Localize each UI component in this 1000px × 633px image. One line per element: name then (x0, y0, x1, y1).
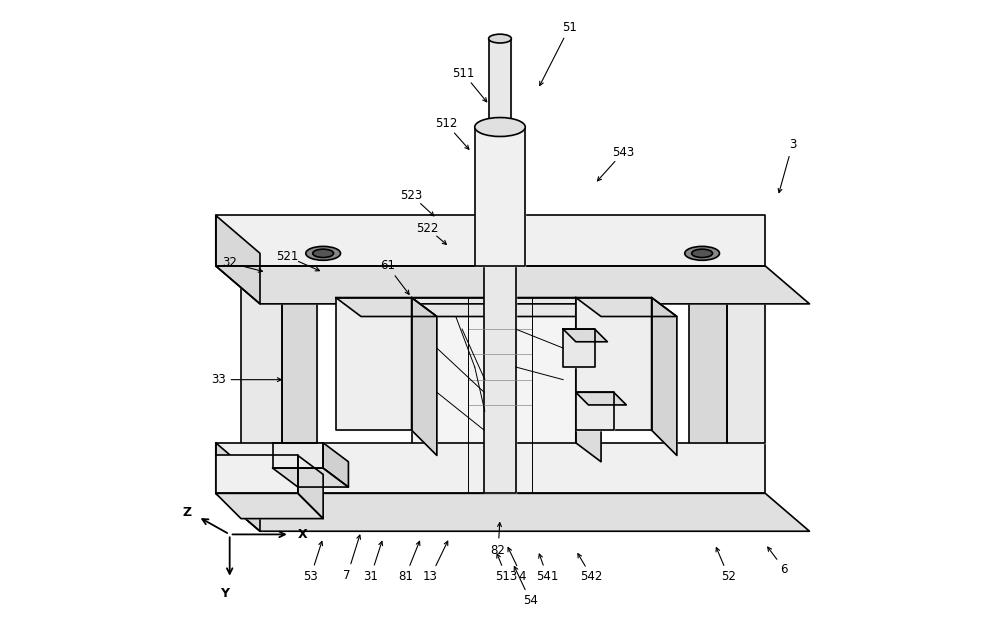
Text: 543: 543 (612, 146, 634, 159)
Ellipse shape (475, 118, 525, 137)
Text: 53: 53 (303, 570, 318, 583)
Ellipse shape (313, 249, 334, 258)
Polygon shape (563, 329, 607, 342)
Ellipse shape (306, 246, 341, 260)
Text: 3: 3 (789, 138, 796, 151)
Polygon shape (727, 266, 765, 443)
Text: Z: Z (183, 506, 192, 519)
Polygon shape (576, 392, 626, 405)
Polygon shape (216, 443, 765, 493)
Polygon shape (282, 266, 317, 443)
Polygon shape (689, 266, 727, 443)
Polygon shape (475, 127, 525, 266)
Polygon shape (216, 215, 260, 304)
Polygon shape (412, 298, 601, 316)
Text: 6: 6 (780, 563, 788, 575)
Polygon shape (576, 298, 677, 316)
Text: 33: 33 (212, 373, 226, 386)
Text: 512: 512 (435, 117, 458, 130)
Text: 541: 541 (536, 570, 559, 583)
Text: 31: 31 (363, 570, 378, 583)
Ellipse shape (692, 249, 713, 258)
Text: 523: 523 (400, 189, 423, 202)
Polygon shape (489, 39, 511, 127)
Polygon shape (652, 298, 677, 456)
Text: 82: 82 (491, 544, 506, 556)
Polygon shape (576, 298, 601, 461)
Polygon shape (241, 266, 282, 443)
Ellipse shape (489, 34, 511, 43)
Polygon shape (216, 456, 298, 493)
Text: 61: 61 (380, 260, 395, 272)
Polygon shape (273, 443, 323, 468)
Text: 542: 542 (580, 570, 603, 583)
Polygon shape (336, 298, 412, 430)
Polygon shape (273, 468, 348, 487)
Polygon shape (216, 493, 809, 531)
Polygon shape (576, 392, 614, 430)
Polygon shape (216, 493, 323, 518)
Ellipse shape (685, 246, 719, 260)
Text: 4: 4 (518, 570, 526, 583)
Polygon shape (563, 329, 595, 367)
Polygon shape (484, 266, 516, 493)
Text: X: X (298, 528, 308, 541)
Text: Y: Y (220, 587, 229, 600)
Text: 51: 51 (562, 21, 577, 34)
Text: 52: 52 (721, 570, 736, 583)
Text: 513: 513 (495, 570, 517, 583)
Polygon shape (216, 266, 809, 304)
Text: 32: 32 (222, 256, 237, 269)
Polygon shape (216, 215, 765, 266)
Text: 7: 7 (343, 569, 351, 582)
Text: 521: 521 (276, 250, 298, 263)
Text: 81: 81 (398, 570, 413, 583)
Polygon shape (412, 298, 576, 443)
Polygon shape (336, 298, 437, 316)
Polygon shape (576, 298, 652, 430)
Text: 54: 54 (523, 594, 538, 607)
Text: 522: 522 (416, 222, 439, 235)
Polygon shape (323, 443, 348, 487)
Polygon shape (216, 443, 260, 531)
Polygon shape (298, 456, 323, 518)
Text: 13: 13 (423, 570, 438, 583)
Text: 511: 511 (452, 67, 475, 80)
Polygon shape (412, 298, 437, 456)
